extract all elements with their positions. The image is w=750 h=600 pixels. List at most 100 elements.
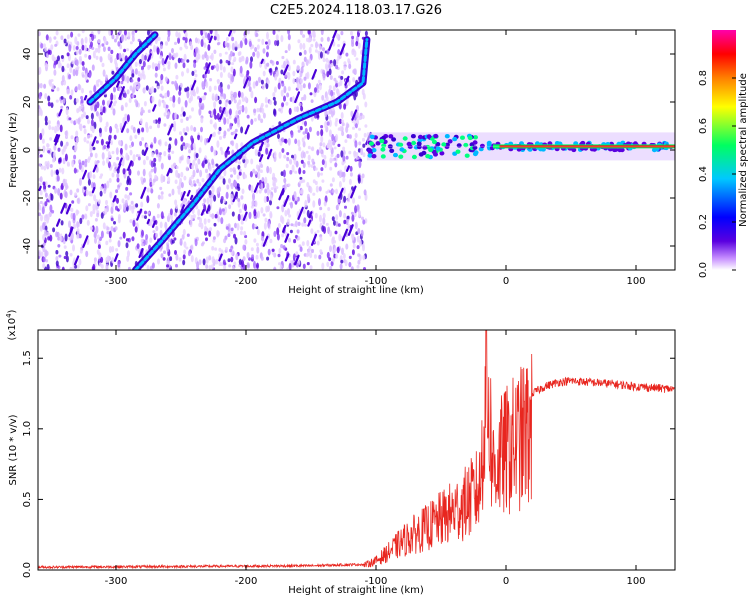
noise-blob xyxy=(70,120,74,124)
noise-blob xyxy=(84,214,88,220)
band-blob xyxy=(455,149,461,154)
noise-blob xyxy=(296,229,300,234)
noise-streak xyxy=(338,187,344,199)
noise-blob xyxy=(188,149,192,154)
noise-blob xyxy=(118,52,122,60)
noise-blob xyxy=(342,149,346,156)
noise-blob xyxy=(262,112,266,119)
noise-blob xyxy=(355,41,359,47)
noise-blob xyxy=(179,131,182,136)
noise-blob xyxy=(226,118,230,125)
noise-blob xyxy=(321,179,325,183)
noise-blob xyxy=(289,229,293,234)
noise-blob xyxy=(78,233,82,239)
noise-blob xyxy=(339,125,343,132)
noise-blob xyxy=(142,168,146,177)
noise-blob xyxy=(50,193,54,201)
noise-blob xyxy=(48,36,52,44)
noise-blob xyxy=(324,120,328,129)
noise-blob xyxy=(223,262,227,266)
noise-blob xyxy=(192,159,196,166)
noise-blob xyxy=(53,144,57,151)
noise-blob xyxy=(179,82,183,88)
noise-blob xyxy=(156,203,160,209)
noise-blob xyxy=(60,220,64,226)
noise-blob xyxy=(294,220,298,228)
noise-blob xyxy=(50,44,54,51)
noise-streak xyxy=(307,219,312,227)
noise-blob xyxy=(79,123,83,132)
noise-blob xyxy=(95,47,98,53)
noise-blob xyxy=(44,201,48,207)
noise-blob xyxy=(333,146,337,150)
noise-blob xyxy=(306,240,310,247)
noise-blob xyxy=(140,106,144,115)
noise-blob xyxy=(289,170,293,175)
noise-blob xyxy=(104,207,108,215)
colorbar-tick-label: 0.8 xyxy=(698,70,709,86)
noise-blob xyxy=(287,30,291,35)
noise-blob xyxy=(190,44,194,51)
snr-y-label: SNR (10 * v/v) xyxy=(8,414,19,485)
noise-blob xyxy=(233,99,237,104)
noise-blob xyxy=(137,156,141,161)
noise-blob xyxy=(72,244,75,252)
noise-blob xyxy=(206,197,210,205)
noise-streak xyxy=(205,205,211,213)
noise-blob xyxy=(230,256,234,263)
noise-blob xyxy=(325,95,329,102)
x-tick-label: 100 xyxy=(626,576,645,587)
noise-blob xyxy=(149,144,153,149)
noise-blob xyxy=(168,155,171,161)
noise-blob xyxy=(42,222,45,231)
noise-blob xyxy=(345,155,349,160)
noise-blob xyxy=(44,62,48,68)
noise-blob xyxy=(262,213,266,217)
noise-blob xyxy=(290,130,294,139)
noise-blob xyxy=(307,160,311,165)
noise-blob xyxy=(284,50,288,54)
noise-blob xyxy=(301,222,305,227)
noise-blob xyxy=(317,50,321,55)
noise-blob xyxy=(129,135,133,142)
noise-blob xyxy=(303,217,307,224)
noise-blob xyxy=(72,45,76,51)
noise-blob xyxy=(256,246,260,254)
noise-blob xyxy=(344,259,348,267)
noise-blob xyxy=(314,87,317,93)
noise-blob xyxy=(42,181,46,186)
noise-blob xyxy=(203,73,207,79)
noise-blob xyxy=(51,126,55,131)
noise-blob xyxy=(144,215,147,220)
noise-blob xyxy=(218,247,222,252)
band-blob xyxy=(416,144,422,150)
noise-blob xyxy=(177,37,181,44)
noise-blob xyxy=(220,217,224,225)
noise-blob xyxy=(257,113,261,121)
noise-blob xyxy=(358,210,361,218)
noise-blob xyxy=(166,260,170,265)
noise-blob xyxy=(51,209,55,214)
y-tick-label: 40 xyxy=(22,48,33,61)
noise-blob xyxy=(272,96,276,101)
noise-blob xyxy=(307,82,311,90)
noise-blob xyxy=(299,125,303,131)
noise-blob xyxy=(301,61,305,67)
band-blob xyxy=(439,151,445,156)
noise-blob xyxy=(61,266,65,270)
noise-blob xyxy=(340,75,344,80)
noise-blob xyxy=(75,49,79,56)
noise-blob xyxy=(183,175,187,181)
noise-blob xyxy=(50,169,54,177)
noise-blob xyxy=(39,200,43,205)
noise-blob xyxy=(237,200,241,208)
noise-blob xyxy=(168,143,172,151)
noise-blob xyxy=(41,206,45,215)
noise-blob xyxy=(92,263,96,270)
noise-blob xyxy=(203,218,207,225)
noise-blob xyxy=(47,150,51,154)
noise-blob xyxy=(251,254,255,259)
noise-blob xyxy=(304,120,307,127)
noise-blob xyxy=(361,114,365,120)
noise-blob xyxy=(148,171,152,177)
